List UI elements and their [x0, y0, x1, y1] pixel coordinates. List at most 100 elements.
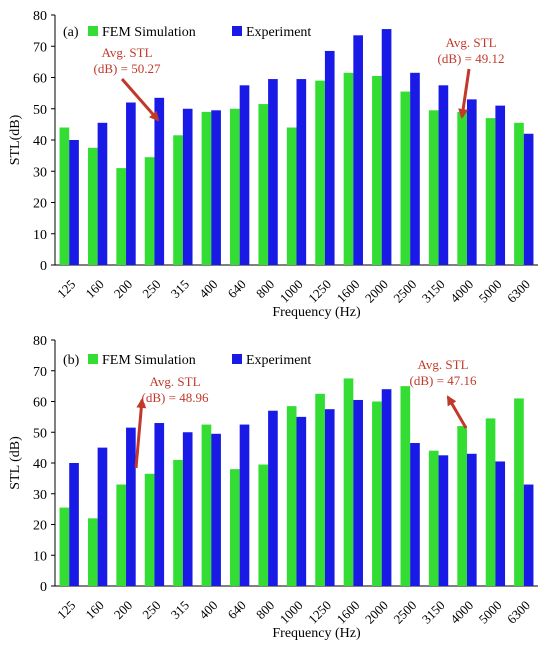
experiment-bar-400	[211, 110, 221, 265]
fem-bar-400	[201, 424, 212, 586]
legend-label-0: FEM Simulation	[102, 353, 196, 368]
experiment-bar-2000	[381, 29, 392, 265]
y-tick-label: 80	[33, 9, 47, 24]
x-tick-label-200: 200	[111, 277, 135, 301]
experiment-bar-400	[211, 433, 221, 586]
x-tick-label-2500: 2500	[390, 598, 419, 627]
legend-swatch-0	[88, 354, 98, 364]
legend-swatch-1	[232, 354, 242, 364]
fem-bar-2000	[372, 401, 382, 586]
x-tick-label-2000: 2000	[362, 598, 391, 627]
experiment-bar-5000	[495, 105, 506, 265]
fem-bar-800	[258, 464, 269, 586]
experiment-bar-250	[154, 97, 165, 265]
legend-label-0: FEM Simulation	[102, 25, 196, 40]
fem-bar-2000	[372, 75, 382, 265]
x-tick-label-4000: 4000	[447, 277, 476, 306]
fem-bar-125	[59, 507, 70, 586]
x-tick-label-250: 250	[139, 277, 163, 301]
fem-bar-125	[59, 127, 70, 265]
fem-bar-5000	[485, 418, 496, 586]
annotation-arrow-0	[120, 78, 160, 122]
y-tick-label: 60	[33, 396, 47, 411]
experiment-bar-1600	[353, 399, 363, 586]
x-tick-label-800: 800	[253, 598, 277, 622]
experiment-bar-4000	[466, 99, 477, 265]
x-tick-label-1600: 1600	[334, 598, 363, 627]
experiment-bar-125	[69, 140, 79, 265]
x-tick-label-5000: 5000	[476, 277, 505, 306]
experiment-bar-4000	[466, 453, 477, 586]
legend-label-1: Experiment	[246, 353, 311, 368]
y-tick-label: 10	[33, 549, 47, 564]
fem-bar-160	[87, 147, 98, 265]
fem-bar-160	[87, 518, 98, 586]
experiment-bar-315	[182, 108, 193, 265]
x-tick-label-315: 315	[168, 598, 192, 622]
y-tick-label: 30	[33, 488, 47, 503]
chart-panel-a: 0 10 20 30 40 50 60 70 80 125 160 200 250 315 400 640 80…	[8, 9, 538, 320]
y-tick-label: 50	[33, 426, 47, 441]
experiment-bar-250	[154, 423, 165, 586]
fem-bar-250	[144, 473, 155, 586]
y-tick-label: 60	[33, 72, 47, 87]
experiment-bar-1250	[324, 50, 335, 265]
panel-label: (a)	[63, 25, 79, 40]
x-tick-label-1000: 1000	[277, 277, 306, 306]
fem-bar-200	[116, 484, 127, 586]
experiment-bar-2000	[381, 389, 392, 586]
experiment-bar-800	[268, 410, 278, 586]
legend-swatch-1	[232, 26, 242, 36]
experiment-bar-640	[239, 85, 250, 265]
experiment-bar-2500	[410, 443, 420, 586]
fem-bar-6300	[514, 398, 524, 586]
experiment-bar-640	[239, 424, 250, 586]
annotation-line1-1: Avg. STL	[417, 357, 468, 372]
fem-bar-200	[116, 168, 127, 265]
annotation-line2-0: (dB) = 48.96	[142, 390, 209, 405]
fem-bar-640	[230, 108, 240, 265]
x-tick-label-125: 125	[54, 598, 78, 622]
x-tick-label-1000: 1000	[277, 598, 306, 627]
fem-bar-640	[230, 469, 240, 586]
fem-bar-3150	[428, 110, 439, 265]
x-tick-label-400: 400	[196, 598, 220, 622]
x-tick-label-6300: 6300	[504, 598, 533, 627]
panel-label: (b)	[63, 353, 80, 368]
experiment-bar-200	[126, 102, 136, 265]
fem-bar-800	[258, 104, 269, 265]
experiment-bar-1000	[296, 79, 307, 265]
experiment-bar-800	[268, 79, 278, 265]
x-tick-label-2500: 2500	[390, 277, 419, 306]
experiment-bar-1600	[353, 35, 363, 265]
experiment-bar-6300	[523, 484, 534, 586]
annotation-arrow-1	[458, 68, 471, 119]
y-axis-label: STL (dB)	[8, 436, 23, 490]
x-tick-label-640: 640	[224, 598, 248, 622]
fem-bar-6300	[514, 122, 524, 265]
x-tick-label-160: 160	[82, 598, 106, 622]
experiment-bar-160	[97, 447, 108, 586]
fem-bar-2500	[400, 91, 411, 265]
x-tick-label-4000: 4000	[447, 598, 476, 627]
legend-swatch-0	[88, 26, 98, 36]
annotation-arrow-0	[134, 398, 147, 469]
fem-bar-315	[173, 459, 183, 586]
fem-bar-5000	[485, 118, 496, 265]
x-tick-label-1250: 1250	[305, 277, 334, 306]
annotation-line1-0: Avg. STL	[101, 45, 152, 60]
x-tick-label-800: 800	[253, 277, 277, 301]
x-tick-label-400: 400	[196, 277, 220, 301]
y-tick-label: 50	[33, 103, 47, 118]
experiment-bar-6300	[523, 133, 534, 265]
experiment-bar-160	[97, 122, 108, 265]
y-tick-label: 0	[40, 259, 47, 274]
x-tick-label-3150: 3150	[419, 277, 448, 306]
annotation-line2-1: (dB) = 49.12	[438, 51, 505, 66]
experiment-bar-315	[182, 432, 193, 586]
x-tick-label-250: 250	[139, 598, 163, 622]
experiment-bar-1250	[324, 409, 335, 586]
y-tick-label: 40	[33, 457, 47, 472]
fem-bar-1000	[286, 406, 297, 586]
